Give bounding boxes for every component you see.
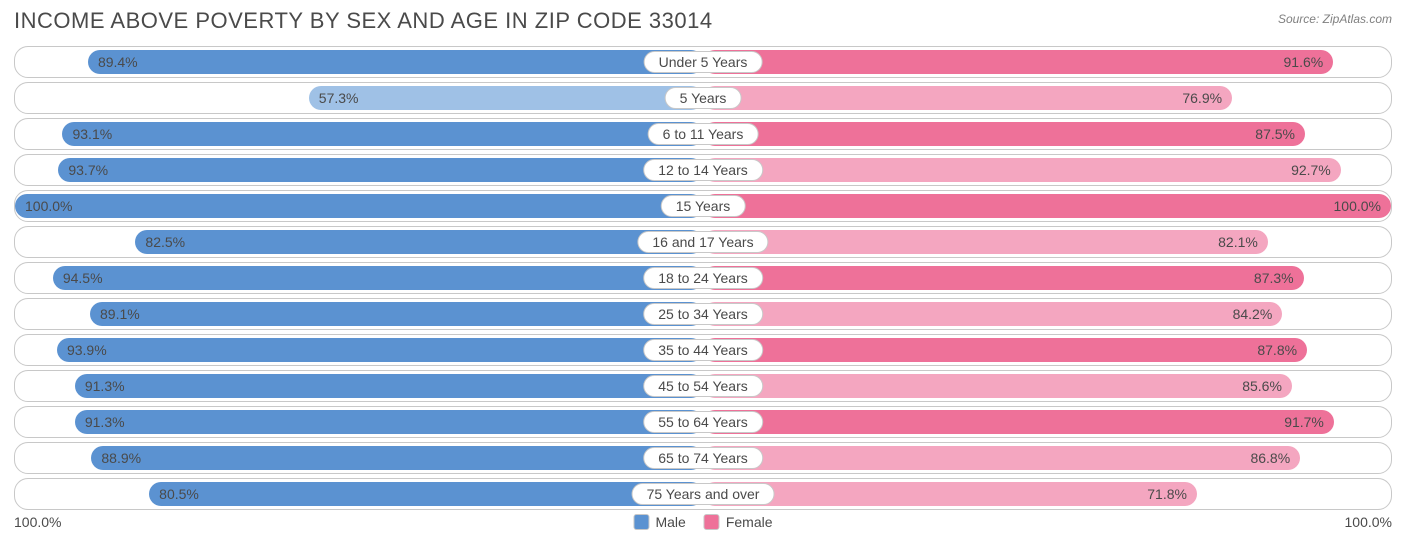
male-bar: 100.0% (15, 194, 703, 218)
female-bar: 85.6% (703, 374, 1292, 398)
source-attribution: Source: ZipAtlas.com (1278, 8, 1392, 26)
male-value-label: 88.9% (101, 450, 141, 466)
legend-label: Female (726, 514, 773, 530)
male-value-label: 82.5% (145, 234, 185, 250)
chart-row: 80.5% 71.8% 75 Years and over (14, 478, 1392, 510)
female-value-label: 91.7% (1284, 414, 1324, 430)
legend-item: Male (633, 514, 685, 530)
female-value-label: 84.2% (1233, 306, 1273, 322)
male-bar: 93.7% (58, 158, 703, 182)
chart-container: INCOME ABOVE POVERTY BY SEX AND AGE IN Z… (0, 0, 1406, 559)
male-bar: 88.9% (91, 446, 703, 470)
female-value-label: 91.6% (1284, 54, 1324, 70)
male-bar: 80.5% (149, 482, 703, 506)
female-value-label: 82.1% (1218, 234, 1258, 250)
female-bar: 82.1% (703, 230, 1268, 254)
legend-item: Female (704, 514, 773, 530)
category-label: 15 Years (661, 195, 746, 217)
legend-swatch (633, 514, 649, 530)
legend-swatch (704, 514, 720, 530)
category-label: 45 to 54 Years (643, 375, 763, 397)
category-label: 12 to 14 Years (643, 159, 763, 181)
female-value-label: 87.3% (1254, 270, 1294, 286)
chart-footer: 100.0% Male Female 100.0% (14, 514, 1392, 538)
axis-label-left: 100.0% (14, 514, 61, 530)
female-value-label: 76.9% (1182, 90, 1222, 106)
category-label: 18 to 24 Years (643, 267, 763, 289)
chart-row: 89.1% 84.2% 25 to 34 Years (14, 298, 1392, 330)
male-value-label: 93.1% (72, 126, 112, 142)
chart-title: INCOME ABOVE POVERTY BY SEX AND AGE IN Z… (14, 8, 713, 34)
chart-row: 91.3% 91.7% 55 to 64 Years (14, 406, 1392, 438)
female-bar: 92.7% (703, 158, 1341, 182)
category-label: 75 Years and over (632, 483, 775, 505)
category-label: 35 to 44 Years (643, 339, 763, 361)
chart-row: 57.3% 76.9% 5 Years (14, 82, 1392, 114)
chart-row: 82.5% 82.1% 16 and 17 Years (14, 226, 1392, 258)
male-value-label: 80.5% (159, 486, 199, 502)
female-value-label: 100.0% (1334, 198, 1381, 214)
category-label: 65 to 74 Years (643, 447, 763, 469)
male-bar: 94.5% (53, 266, 703, 290)
male-value-label: 57.3% (319, 90, 359, 106)
header: INCOME ABOVE POVERTY BY SEX AND AGE IN Z… (14, 8, 1392, 34)
male-bar: 89.4% (88, 50, 703, 74)
female-bar: 84.2% (703, 302, 1282, 326)
female-bar: 71.8% (703, 482, 1197, 506)
female-bar: 87.8% (703, 338, 1307, 362)
female-bar: 87.5% (703, 122, 1305, 146)
male-value-label: 89.4% (98, 54, 138, 70)
male-value-label: 93.7% (68, 162, 108, 178)
female-bar: 86.8% (703, 446, 1300, 470)
female-value-label: 87.8% (1257, 342, 1297, 358)
male-bar: 93.9% (57, 338, 703, 362)
female-value-label: 85.6% (1242, 378, 1282, 394)
female-bar: 91.6% (703, 50, 1333, 74)
female-value-label: 92.7% (1291, 162, 1331, 178)
female-value-label: 71.8% (1147, 486, 1187, 502)
chart-row: 94.5% 87.3% 18 to 24 Years (14, 262, 1392, 294)
male-bar: 91.3% (75, 374, 703, 398)
female-bar: 87.3% (703, 266, 1304, 290)
male-value-label: 89.1% (100, 306, 140, 322)
male-bar: 93.1% (62, 122, 703, 146)
category-label: 5 Years (665, 87, 742, 109)
male-bar: 91.3% (75, 410, 703, 434)
axis-label-right: 100.0% (1345, 514, 1392, 530)
legend: Male Female (633, 514, 772, 530)
chart-row: 100.0% 100.0% 15 Years (14, 190, 1392, 222)
chart-row: 93.9% 87.8% 35 to 44 Years (14, 334, 1392, 366)
male-bar: 82.5% (135, 230, 703, 254)
female-bar: 91.7% (703, 410, 1334, 434)
chart-row: 89.4% 91.6% Under 5 Years (14, 46, 1392, 78)
male-value-label: 91.3% (85, 378, 125, 394)
male-value-label: 100.0% (25, 198, 72, 214)
chart-row: 93.7% 92.7% 12 to 14 Years (14, 154, 1392, 186)
diverging-bar-chart: 89.4% 91.6% Under 5 Years 57.3% 76.9% 5 Years… (14, 46, 1392, 510)
female-bar: 100.0% (703, 194, 1391, 218)
male-value-label: 91.3% (85, 414, 125, 430)
legend-label: Male (655, 514, 685, 530)
chart-row: 91.3% 85.6% 45 to 54 Years (14, 370, 1392, 402)
male-value-label: 93.9% (67, 342, 107, 358)
category-label: 6 to 11 Years (648, 123, 759, 145)
category-label: 25 to 34 Years (643, 303, 763, 325)
male-bar: 89.1% (90, 302, 703, 326)
chart-row: 88.9% 86.8% 65 to 74 Years (14, 442, 1392, 474)
chart-row: 93.1% 87.5% 6 to 11 Years (14, 118, 1392, 150)
male-value-label: 94.5% (63, 270, 103, 286)
category-label: Under 5 Years (644, 51, 763, 73)
category-label: 16 and 17 Years (637, 231, 768, 253)
male-bar: 57.3% (309, 86, 703, 110)
female-bar: 76.9% (703, 86, 1232, 110)
category-label: 55 to 64 Years (643, 411, 763, 433)
female-value-label: 86.8% (1250, 450, 1290, 466)
female-value-label: 87.5% (1255, 126, 1295, 142)
